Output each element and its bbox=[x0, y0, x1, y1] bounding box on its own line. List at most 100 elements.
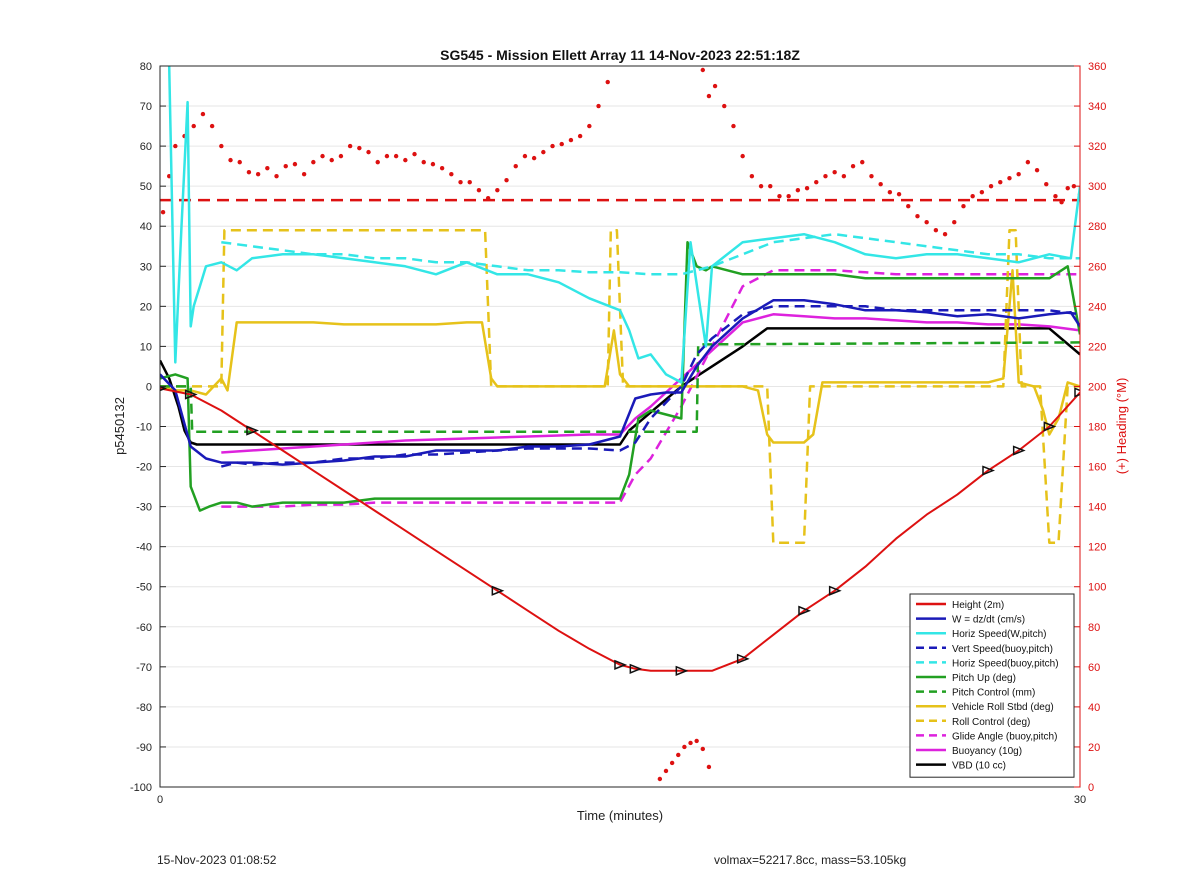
heading-point bbox=[274, 173, 279, 179]
y2-tick-label: 260 bbox=[1088, 261, 1106, 273]
x-tick-label: 0 bbox=[157, 794, 163, 806]
series-line-roll-control-deg bbox=[160, 228, 1080, 544]
y-tick-label: 10 bbox=[140, 341, 152, 353]
heading-point bbox=[1059, 199, 1064, 205]
heading-point bbox=[292, 161, 298, 167]
heading-point bbox=[449, 171, 454, 177]
footer-timestamp: 15-Nov-2023 01:08:52 bbox=[157, 853, 277, 867]
height-marker bbox=[1012, 445, 1026, 456]
heading-point bbox=[550, 143, 555, 149]
heading-point bbox=[228, 157, 233, 163]
y2-tick-label: 200 bbox=[1088, 381, 1106, 393]
heading-point bbox=[998, 179, 1003, 185]
heading-point bbox=[749, 173, 755, 179]
heading-point bbox=[860, 159, 865, 165]
heading-point bbox=[357, 145, 362, 151]
legend-label: Vehicle Roll Stbd (deg) bbox=[952, 702, 1054, 713]
heading-point bbox=[850, 163, 856, 169]
heading-point bbox=[841, 173, 847, 179]
heading-point bbox=[869, 173, 874, 179]
heading-point bbox=[804, 185, 810, 191]
heading-point bbox=[706, 764, 712, 770]
y-tick-label: -20 bbox=[136, 462, 152, 474]
heading-point bbox=[495, 187, 500, 193]
heading-point bbox=[669, 760, 675, 766]
heading-point bbox=[740, 153, 745, 159]
heading-point bbox=[758, 183, 764, 189]
heading-point bbox=[768, 183, 773, 189]
heading-point bbox=[430, 161, 436, 167]
y-tick-label: -70 bbox=[136, 662, 152, 674]
series-line-height-2m bbox=[160, 387, 1080, 672]
heading-point bbox=[338, 153, 344, 159]
heading-point bbox=[504, 177, 509, 183]
series-line-glide-angle-buoy-pitch bbox=[221, 269, 1080, 508]
legend-label: Pitch Control (mm) bbox=[952, 688, 1035, 699]
y-tick-label: 0 bbox=[146, 381, 152, 393]
heading-point bbox=[366, 149, 371, 155]
heading-point bbox=[568, 137, 574, 143]
series-line-pitch-up-deg bbox=[160, 240, 1080, 512]
y2-tick-label: 120 bbox=[1088, 542, 1106, 554]
y-tick-label: 70 bbox=[140, 101, 152, 113]
heading-point bbox=[942, 232, 948, 237]
y-tick-label: -90 bbox=[136, 742, 152, 754]
y-tick-label: 80 bbox=[140, 61, 152, 73]
legend-label: Horiz Speed(W,pitch) bbox=[952, 629, 1046, 640]
heading-point bbox=[265, 165, 270, 171]
heading-point bbox=[832, 169, 837, 175]
series-line-vert-speed-buoy-pitch bbox=[220, 305, 1080, 468]
height-marker bbox=[629, 663, 643, 674]
heading-point bbox=[522, 153, 528, 159]
heading-point bbox=[476, 187, 482, 193]
heading-point bbox=[1071, 183, 1077, 189]
legend-label: Vert Speed(buoy,pitch) bbox=[952, 644, 1053, 655]
heading-point bbox=[688, 740, 693, 746]
heading-point bbox=[255, 171, 261, 177]
heading-point bbox=[933, 228, 939, 233]
y2-tick-label: 20 bbox=[1088, 742, 1100, 754]
heading-point bbox=[605, 79, 610, 85]
heading-point bbox=[924, 220, 929, 225]
legend-label: Glide Angle (buoy,pitch) bbox=[952, 731, 1057, 742]
series-line-horiz-speed-buoy-pitch bbox=[221, 232, 1080, 276]
heading-point bbox=[1007, 175, 1012, 181]
heading-point bbox=[541, 149, 546, 155]
heading-point bbox=[887, 189, 893, 195]
legend-label: Horiz Speed(buoy,pitch) bbox=[952, 658, 1059, 669]
heading-point bbox=[559, 141, 564, 147]
y2-tick-label: 320 bbox=[1088, 141, 1106, 153]
axes: 80706050403020100-10-20-30-40-50-60-70-8… bbox=[130, 61, 1106, 806]
y-tick-label: 40 bbox=[140, 221, 152, 233]
heading-point bbox=[706, 93, 712, 99]
y2-tick-label: 0 bbox=[1088, 782, 1094, 794]
heading-point bbox=[988, 183, 994, 189]
heading-point bbox=[1065, 185, 1070, 191]
heading-point bbox=[676, 752, 681, 758]
x-tick-label: 30 bbox=[1074, 794, 1086, 806]
heading-point bbox=[952, 220, 957, 225]
heading-point bbox=[421, 159, 426, 165]
legend-box bbox=[909, 593, 1075, 778]
y2-tick-label: 60 bbox=[1088, 662, 1100, 674]
y2-tick-label: 160 bbox=[1088, 462, 1106, 474]
y-tick-label: -60 bbox=[136, 622, 152, 634]
height-marker bbox=[1074, 387, 1080, 398]
heading-point bbox=[219, 143, 224, 149]
heading-point bbox=[896, 191, 902, 197]
height-marker bbox=[614, 659, 628, 670]
height-marker bbox=[675, 665, 689, 676]
height-marker bbox=[798, 605, 812, 616]
y2-tick-label: 140 bbox=[1088, 502, 1106, 514]
heading-point bbox=[722, 103, 727, 109]
heading-point bbox=[393, 153, 399, 159]
heading-point bbox=[657, 776, 663, 782]
heading-point bbox=[283, 163, 288, 169]
heading-point bbox=[915, 214, 920, 219]
heading-point bbox=[970, 193, 975, 199]
heading-point bbox=[1016, 171, 1021, 177]
y-tick-label: -40 bbox=[136, 542, 152, 554]
y-tick-label: -80 bbox=[136, 702, 152, 714]
height-marker bbox=[184, 389, 198, 400]
